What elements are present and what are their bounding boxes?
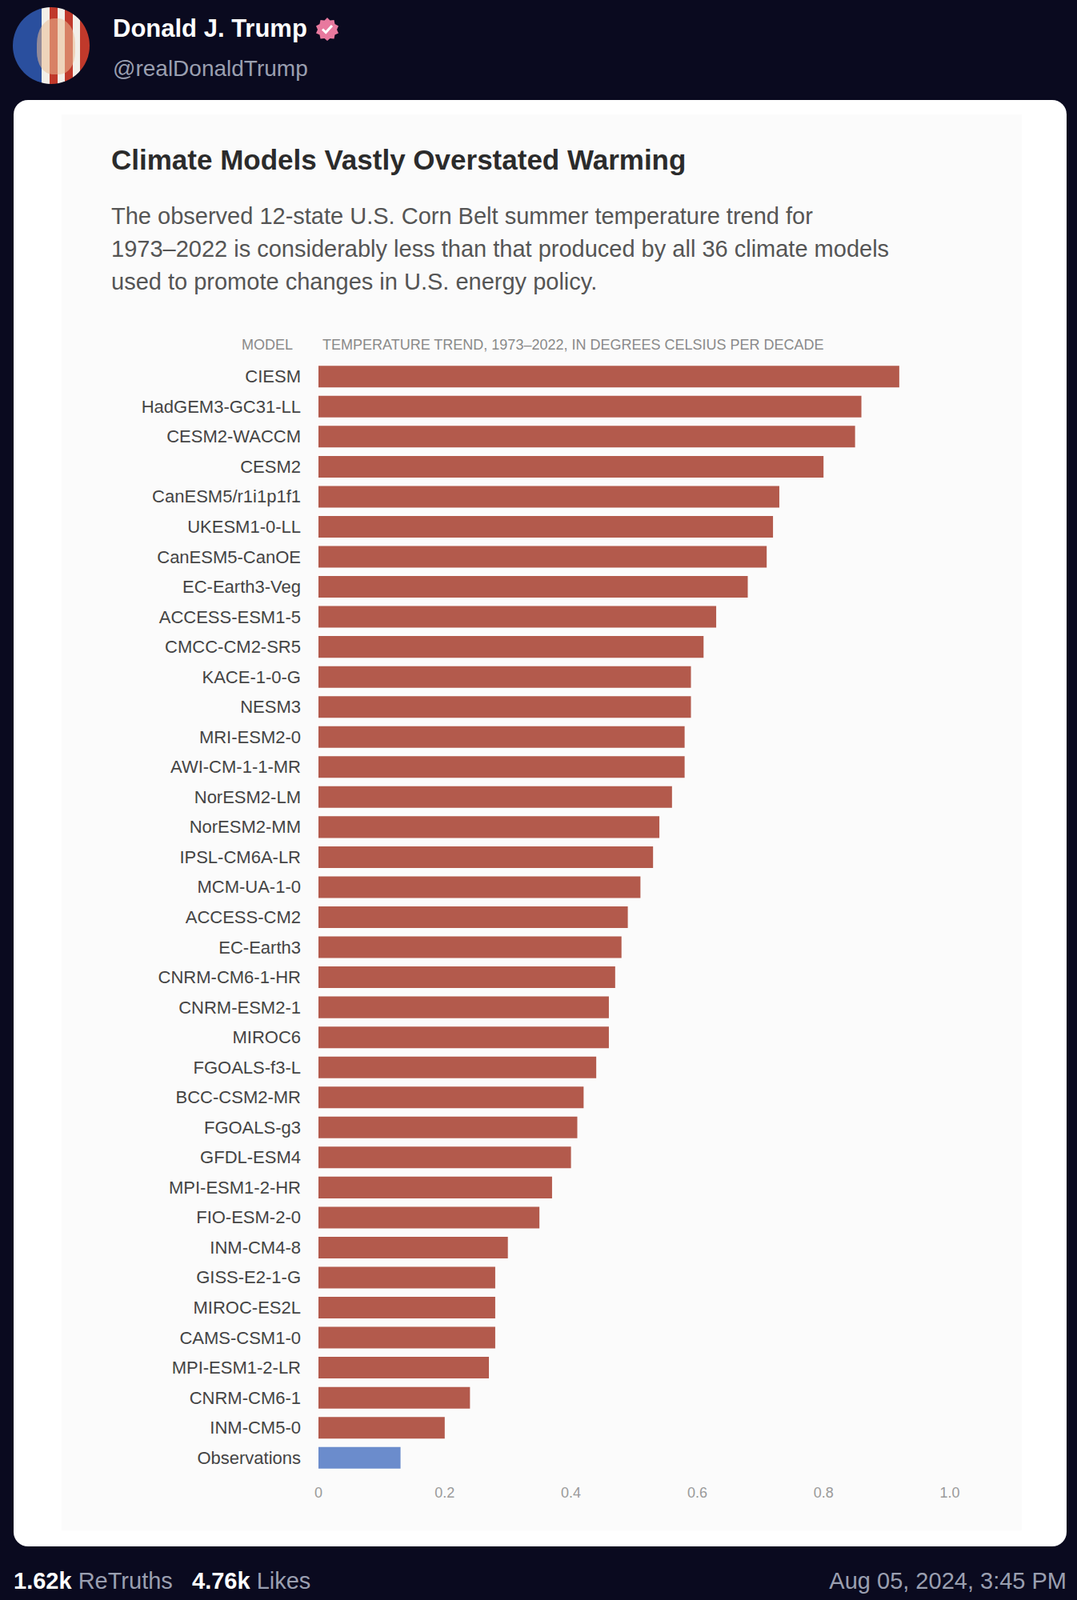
svg-text:MODEL: MODEL [241, 336, 293, 353]
svg-text:INM-CM5-0: INM-CM5-0 [209, 1417, 301, 1438]
svg-text:1973–2022 is considerably less: 1973–2022 is considerably less than that… [111, 236, 896, 262]
svg-text:Climate Models Vastly Overstat: Climate Models Vastly Overstated Warming [111, 144, 686, 176]
svg-text:ACCESS-CM2: ACCESS-CM2 [185, 907, 301, 928]
svg-text:NESM3: NESM3 [240, 696, 301, 717]
svg-text:CIESM: CIESM [244, 366, 301, 387]
svg-text:EC-Earth3-Veg: EC-Earth3-Veg [182, 576, 301, 597]
svg-text:0.2: 0.2 [434, 1485, 455, 1502]
svg-text:TEMPERATURE TREND, 1973–2022,: TEMPERATURE TREND, 1973–2022, IN DEGREES… [322, 336, 825, 353]
html-text:@realDonaldTrump: @realDonaldTrump [112, 56, 308, 81]
svg-text:FGOALS-f3-L: FGOALS-f3-L [193, 1057, 301, 1078]
svg-text:The observed 12-state U.S. Cor: The observed 12-state U.S. Corn Belt sum… [111, 203, 820, 229]
svg-text:HadGEM3-GC31-LL: HadGEM3-GC31-LL [141, 396, 301, 417]
svg-text:MPI-ESM1-2-HR: MPI-ESM1-2-HR [168, 1177, 301, 1198]
svg-text:MIROC6: MIROC6 [232, 1027, 301, 1048]
svg-text:BCC-CSM2-MR: BCC-CSM2-MR [176, 1087, 301, 1108]
svg-text:CNRM-ESM2-1: CNRM-ESM2-1 [178, 997, 301, 1018]
html-text:Donald J. Trump: Donald J. Trump [112, 14, 308, 43]
svg-text:MIROC-ES2L: MIROC-ES2L [193, 1297, 301, 1318]
svg-text:Observations: Observations [196, 1448, 301, 1469]
svg-text:CanESM5/r1i1p1f1: CanESM5/r1i1p1f1 [152, 486, 301, 507]
svg-text:FGOALS-g3: FGOALS-g3 [204, 1117, 301, 1138]
svg-text:UKESM1-0-LL: UKESM1-0-LL [187, 516, 301, 537]
svg-text:CAMS-CSM1-0: CAMS-CSM1-0 [179, 1328, 301, 1349]
svg-text:0.4: 0.4 [560, 1485, 581, 1502]
svg-text:GFDL-ESM4: GFDL-ESM4 [200, 1147, 301, 1168]
svg-text:KACE-1-0-G: KACE-1-0-G [202, 667, 301, 688]
svg-text:FIO-ESM-2-0: FIO-ESM-2-0 [196, 1207, 301, 1228]
svg-text:IPSL-CM6A-LR: IPSL-CM6A-LR [179, 847, 301, 868]
svg-text:MPI-ESM1-2-LR: MPI-ESM1-2-LR [172, 1357, 301, 1378]
svg-text:CMCC-CM2-SR5: CMCC-CM2-SR5 [164, 636, 301, 657]
svg-text:MRI-ESM2-0: MRI-ESM2-0 [199, 727, 301, 748]
svg-text:NorESM2-LM: NorESM2-LM [194, 787, 301, 808]
svg-text:used to promote changes in U.S: used to promote changes in U.S. energy p… [111, 268, 597, 295]
svg-text:EC-Earth3: EC-Earth3 [218, 937, 301, 958]
svg-text:NorESM2-MM: NorESM2-MM [189, 816, 301, 837]
svg-text:CESM2-WACCM: CESM2-WACCM [166, 426, 301, 447]
html-text:1.62k ReTruths: 1.62k ReTruths [13, 1568, 173, 1594]
svg-text:MCM-UA-1-0: MCM-UA-1-0 [196, 876, 301, 897]
svg-text:INM-CM4-8: INM-CM4-8 [209, 1237, 301, 1258]
html-text:Aug 05, 2024, 3:45 PM: Aug 05, 2024, 3:45 PM [829, 1568, 1067, 1594]
svg-text:0.6: 0.6 [687, 1485, 708, 1502]
svg-text:CESM2: CESM2 [240, 456, 301, 477]
svg-text:1.0: 1.0 [939, 1485, 960, 1502]
svg-text:0.8: 0.8 [813, 1485, 834, 1502]
html-text:4.76k Likes: 4.76k Likes [192, 1568, 311, 1594]
svg-text:CNRM-CM6-1: CNRM-CM6-1 [189, 1388, 301, 1409]
svg-text:AWI-CM-1-1-MR: AWI-CM-1-1-MR [170, 756, 301, 777]
svg-text:GISS-E2-1-G: GISS-E2-1-G [196, 1267, 301, 1288]
svg-text:CNRM-CM6-1-HR: CNRM-CM6-1-HR [158, 967, 301, 988]
svg-text:0: 0 [314, 1485, 323, 1502]
svg-text:CanESM5-CanOE: CanESM5-CanOE [156, 547, 301, 568]
svg-text:ACCESS-ESM1-5: ACCESS-ESM1-5 [159, 607, 301, 628]
